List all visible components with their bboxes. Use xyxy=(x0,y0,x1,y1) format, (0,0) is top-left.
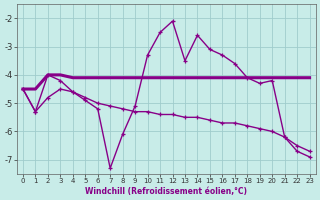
X-axis label: Windchill (Refroidissement éolien,°C): Windchill (Refroidissement éolien,°C) xyxy=(85,187,247,196)
